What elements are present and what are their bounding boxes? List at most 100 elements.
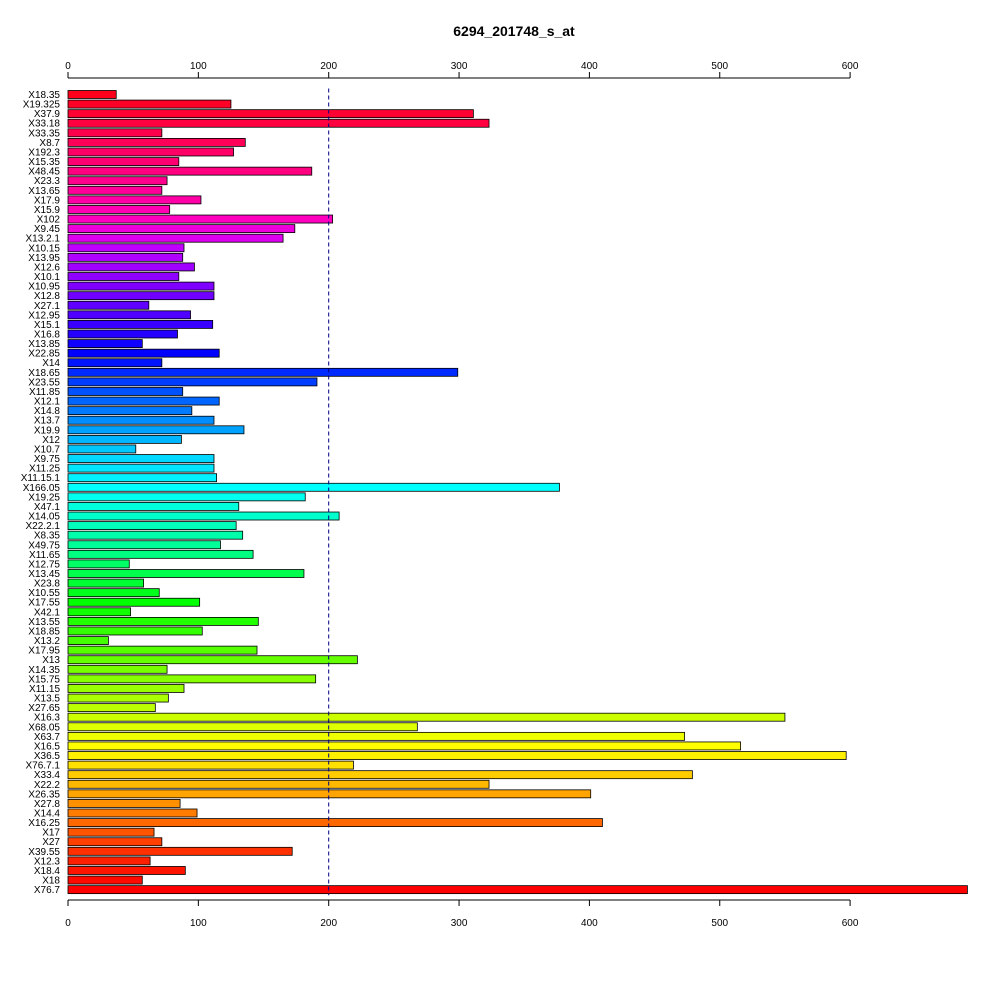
category-label: X76.7 [34, 885, 61, 896]
category-label: X19.25 [28, 492, 60, 503]
bar [67, 655, 358, 665]
top-axis: 0 100 200 300 400 500 600 [65, 61, 859, 79]
bar [67, 645, 258, 655]
bottom-tick-label: 300 [451, 918, 468, 929]
category-label: X15.75 [28, 674, 60, 685]
bar [67, 693, 169, 703]
category-label: X22.85 [28, 349, 60, 360]
category-label: X49.75 [28, 540, 60, 551]
bar [67, 722, 418, 732]
bottom-tick-label: 500 [711, 918, 728, 929]
bar [67, 684, 185, 693]
bar [67, 109, 474, 119]
bar [67, 90, 117, 99]
category-label: X16.8 [34, 330, 61, 341]
category-label: X8.35 [34, 531, 61, 542]
category-label: X15.9 [34, 205, 61, 216]
category-label: X192.3 [28, 147, 60, 158]
bar [67, 664, 168, 674]
bar [67, 396, 220, 406]
category-label: X27.65 [28, 703, 60, 714]
bar [67, 502, 240, 511]
bar [67, 444, 137, 454]
category-label: X16.5 [34, 741, 61, 752]
category-label: X33.18 [28, 119, 60, 130]
bar [67, 636, 109, 645]
category-label: X14.8 [34, 406, 61, 417]
bar [67, 492, 306, 502]
category-label: X12 [42, 435, 60, 446]
bar [67, 243, 185, 253]
category-label: X16.3 [34, 713, 61, 724]
bar [67, 818, 603, 827]
category-label: X15.1 [34, 320, 61, 331]
bar [67, 415, 215, 425]
bar [67, 703, 156, 713]
category-label: X10.95 [28, 282, 60, 293]
bar [67, 320, 214, 329]
bar [67, 99, 232, 109]
top-tick-label: 300 [451, 61, 468, 72]
bar [67, 875, 143, 885]
category-label: X12.95 [28, 310, 60, 321]
category-label: X13 [42, 655, 60, 666]
top-tick-label: 600 [842, 61, 859, 72]
bar [67, 454, 215, 463]
category-label: X10.7 [34, 444, 61, 455]
category-label: X13.55 [28, 617, 60, 628]
category-label: X27.1 [34, 301, 61, 312]
bar [67, 195, 202, 205]
bar [67, 866, 186, 875]
bar [67, 607, 131, 617]
category-label: X63.7 [34, 732, 61, 743]
bar [67, 779, 490, 789]
category-label: X22.2.1 [26, 521, 61, 532]
category-label: X13.95 [28, 253, 60, 264]
bar [67, 310, 191, 320]
category-label: X27.8 [34, 799, 61, 810]
top-tick-label: 200 [320, 61, 337, 72]
bar [67, 626, 203, 636]
category-label: X15.35 [28, 157, 60, 168]
bar [67, 617, 259, 626]
category-label: X22.2 [34, 780, 61, 791]
category-label: X10.15 [28, 243, 60, 254]
category-label: X8.7 [39, 138, 60, 149]
category-label: X18.4 [34, 866, 61, 877]
bottom-axis: 0 100 200 300 400 500 600 [65, 899, 859, 929]
category-label: X18 [42, 876, 60, 887]
bar [67, 837, 163, 847]
category-label: X23.3 [34, 176, 61, 187]
bar [67, 348, 220, 358]
bar [67, 205, 171, 214]
top-tick-label: 400 [581, 61, 598, 72]
category-label: X13.2.1 [26, 234, 61, 245]
bar [67, 770, 693, 780]
bar [67, 846, 293, 856]
chart-title: 6294_201748_s_at [453, 23, 575, 39]
bar [67, 885, 968, 895]
category-label: X14.05 [28, 512, 60, 523]
category-label: X11.25 [29, 464, 60, 475]
bottom-tick-label: 600 [842, 918, 859, 929]
bar [67, 157, 180, 166]
category-label: X13.2 [34, 636, 61, 647]
category-label: X9.45 [34, 224, 61, 235]
category-label: X23.55 [28, 377, 60, 388]
category-label: X102 [37, 215, 61, 226]
bar [67, 597, 201, 607]
category-label: X47.1 [34, 502, 61, 513]
category-label: X12.6 [34, 262, 61, 273]
bar [67, 511, 340, 521]
category-label: X18.85 [28, 626, 60, 637]
category-label: X12.1 [34, 397, 61, 408]
category-label: X12.8 [34, 291, 61, 302]
bar [67, 569, 305, 578]
bar [67, 530, 244, 540]
bottom-tick-label: 200 [320, 918, 337, 929]
category-label: X39.55 [28, 847, 60, 858]
bar [67, 799, 181, 808]
bar [67, 760, 354, 770]
category-label: X11.85 [29, 387, 60, 398]
category-label: X17.9 [34, 195, 61, 206]
